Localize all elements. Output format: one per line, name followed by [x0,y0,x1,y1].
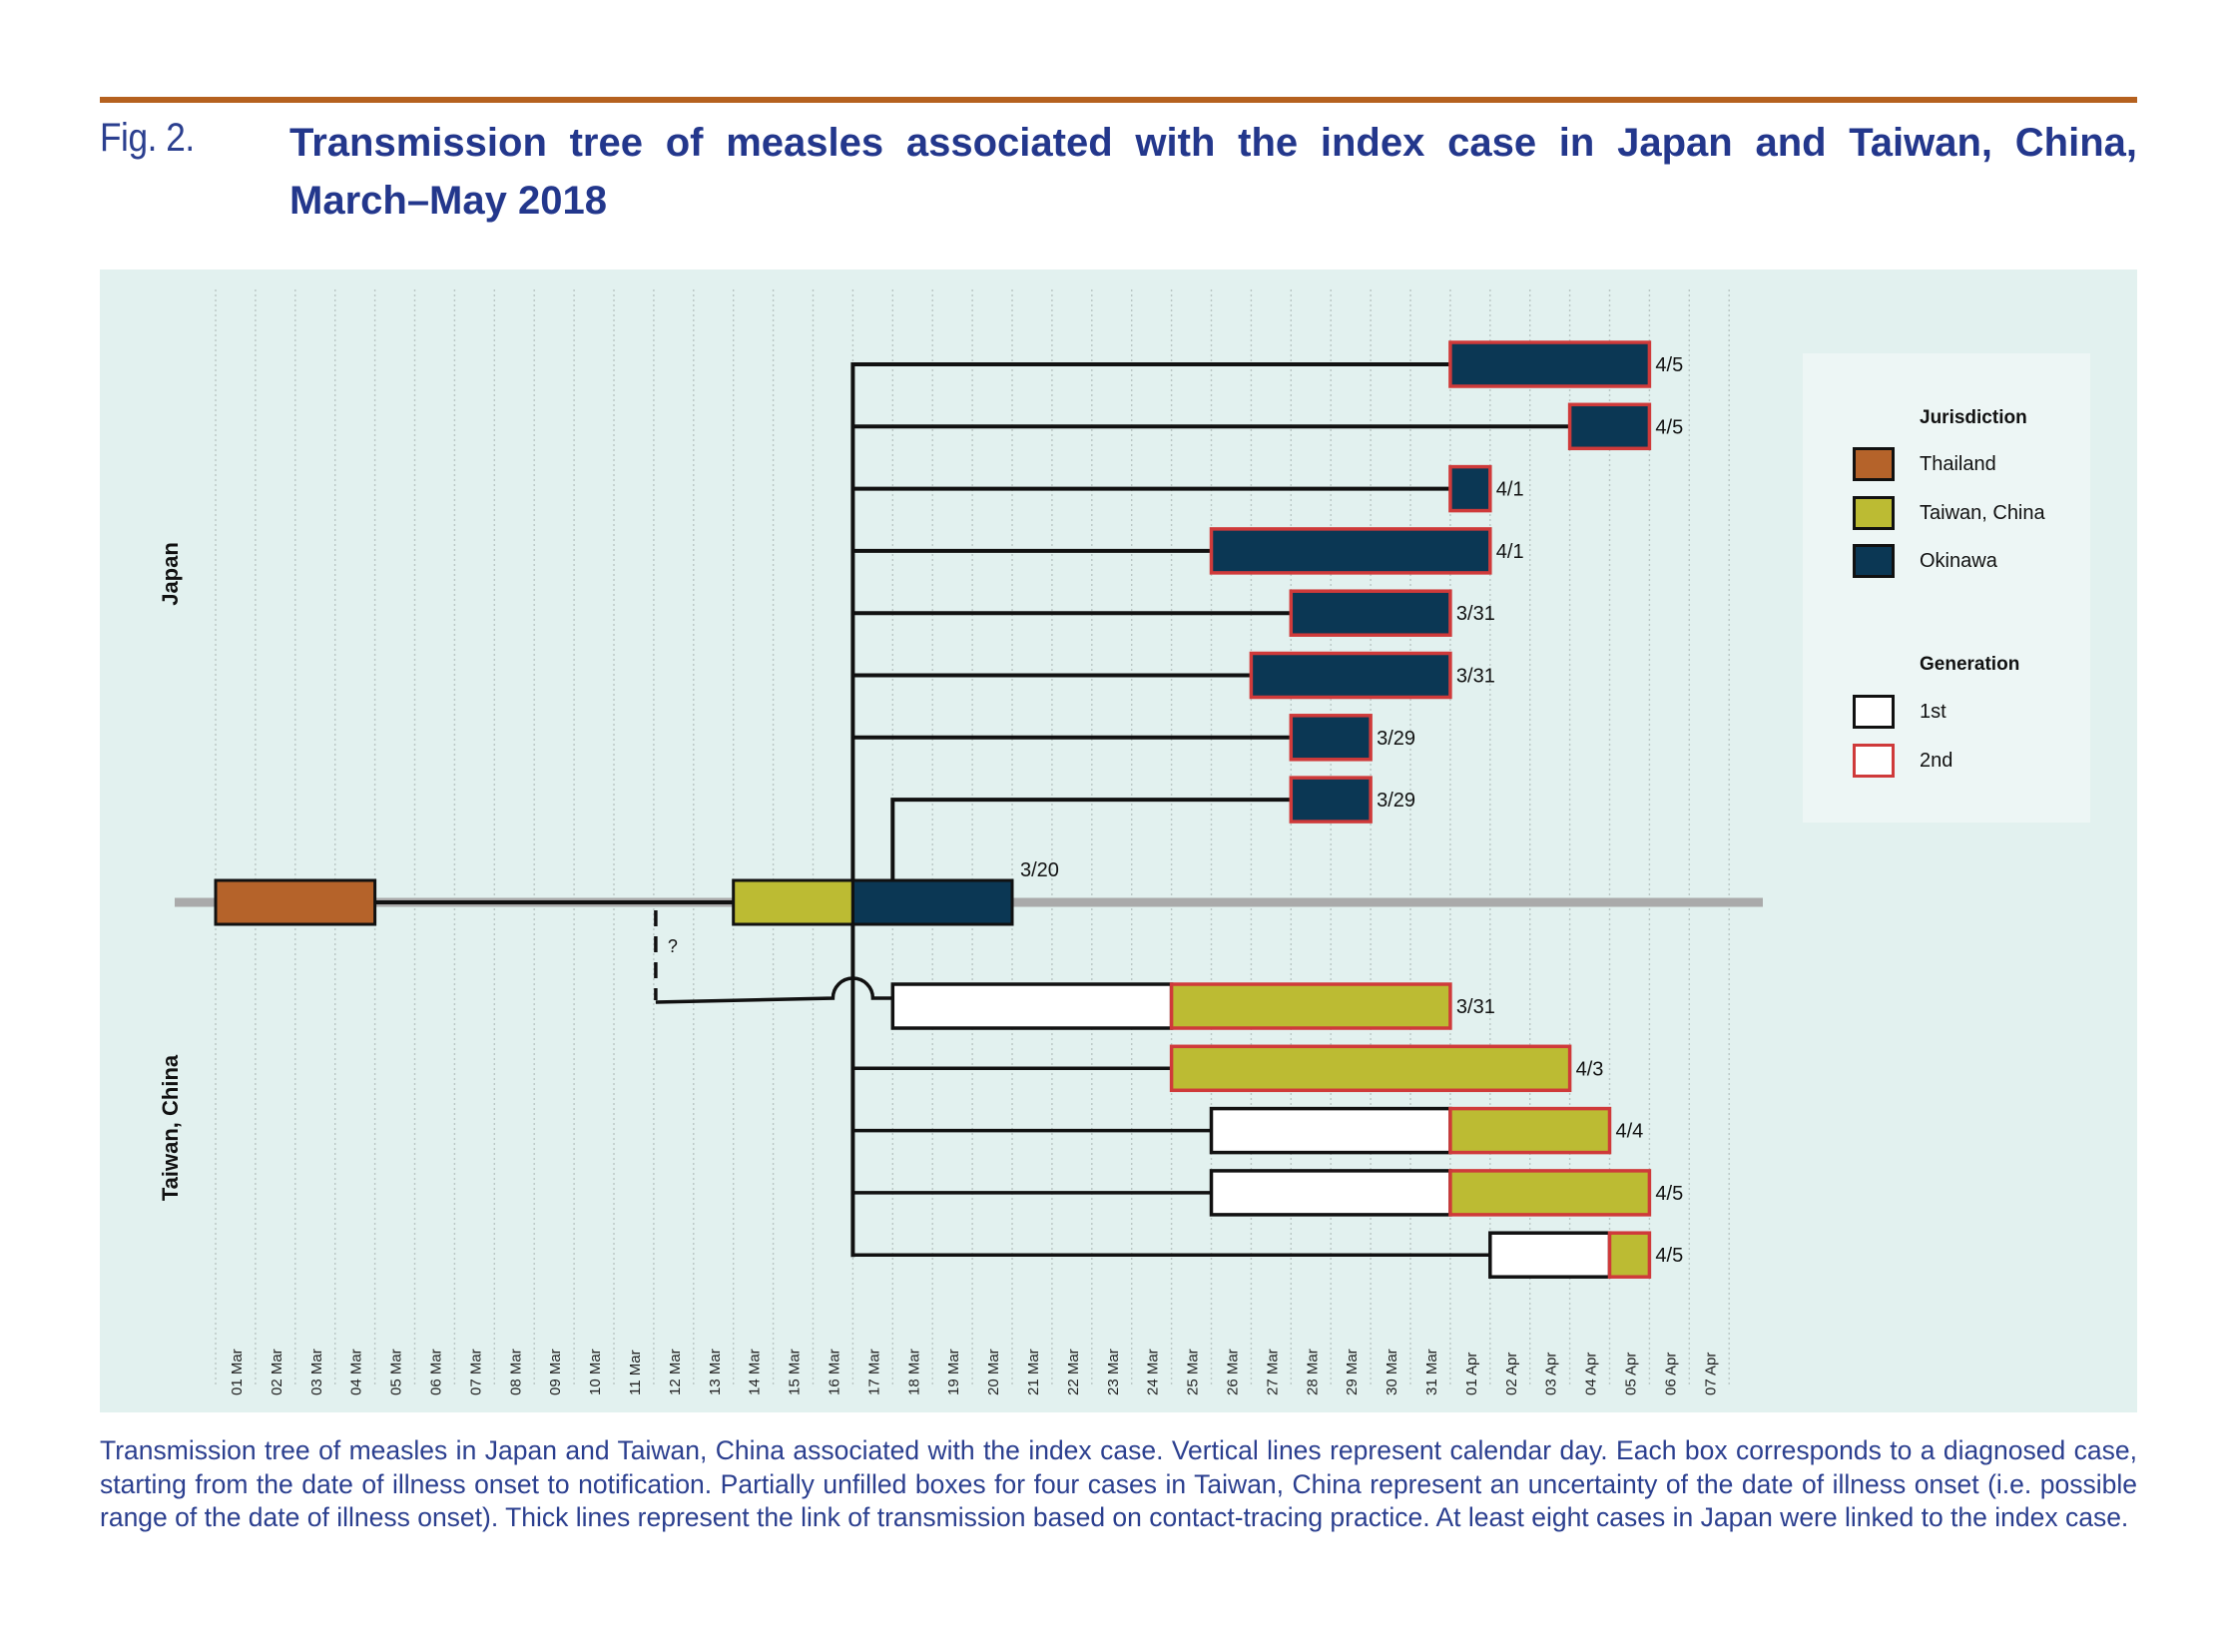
case-box-japan [1448,464,1492,513]
legend: Jurisdiction Thailand Taiwan, China Okin… [1803,353,2090,823]
x-tick-label: 30 Mar [1384,1349,1400,1395]
index-case-box-thailand [214,878,377,926]
case-box-taiwan [1169,1044,1572,1093]
case-box-taiwan [1448,1169,1652,1217]
case-notification-label: 4/3 [1576,1058,1604,1080]
index-case-box-taiwan [732,878,854,926]
legend-label-1st: 1st [1920,701,1947,723]
case-notification-label: 4/4 [1616,1121,1644,1143]
uncertain-link-question-mark: ? [668,936,678,956]
legend-swatch-taiwan [1853,496,1895,530]
x-tick-label: 31 Mar [1423,1349,1440,1395]
chart-panel: 01 Mar 02 Mar 03 Mar 04 Mar 05 Mar 06 Mar 07 M… [100,270,2137,1412]
case-box-taiwan [1607,1231,1652,1279]
figure-number: Fig. 2. [100,116,195,160]
x-tick-label: 02 Mar [269,1349,285,1395]
case-notification-label: 3/29 [1377,790,1415,812]
x-tick-label: 15 Mar [787,1349,804,1395]
transmission-link [890,798,1292,880]
x-tick-label: 24 Mar [1145,1349,1162,1395]
case-notification-label: 3/29 [1377,728,1415,750]
x-tick-label: 06 Mar [427,1349,444,1395]
x-tick-label: 07 Apr [1702,1353,1719,1395]
case-notification-label: 3/31 [1456,666,1495,688]
case-box-japan [1289,714,1373,762]
figure-title-line-1: Transmission tree of measles associated … [289,121,2137,165]
case-box-japan [1289,776,1373,824]
x-tick-label: 01 Mar [229,1349,246,1395]
header-rule [100,97,2137,103]
x-tick-label: 20 Mar [985,1349,1002,1395]
case-box-japan [1567,402,1652,451]
x-tick-label: 14 Mar [747,1349,764,1395]
x-tick-label: 13 Mar [707,1349,724,1395]
x-tick-label: 04 Mar [348,1349,365,1395]
legend-swatch-okinawa [1853,544,1895,578]
case-box-uncertain-onset [890,982,1174,1030]
x-tick-label: 05 Apr [1622,1353,1639,1395]
legend-swatch-1st-generation [1853,695,1895,729]
case-box-uncertain-onset [1209,1169,1452,1217]
figure-caption-text: Transmission tree of measles in Japan an… [100,1435,2137,1532]
case-notification-label: 4/5 [1655,1245,1683,1267]
legend-title-jurisdiction: Jurisdiction [1920,407,2027,428]
case-notification-label: 3/31 [1456,996,1495,1018]
y-label-japan: Japan [158,542,183,606]
x-tick-label: 06 Apr [1662,1353,1679,1395]
x-tick-label: 02 Apr [1503,1353,1520,1395]
legend-label-taiwan: Taiwan, China [1920,502,2045,524]
figure-title: Transmission tree of measles associated … [289,114,2137,230]
case-notification-label: 4/1 [1496,479,1524,501]
x-tick-label: 01 Apr [1463,1353,1480,1395]
legend-swatch-thailand [1853,447,1895,481]
x-tick-label: 12 Mar [667,1349,684,1395]
x-tick-label: 27 Mar [1264,1349,1281,1395]
case-notification-label: 3/31 [1456,603,1495,625]
x-tick-label: 18 Mar [905,1349,922,1395]
x-tick-label: 29 Mar [1344,1349,1361,1395]
case-box-uncertain-onset [1488,1231,1612,1279]
x-tick-label: 23 Mar [1105,1349,1122,1395]
x-tick-label: 16 Mar [826,1349,842,1395]
legend-label-okinawa: Okinawa [1920,550,1997,572]
legend-label-2nd: 2nd [1920,750,1953,772]
case-box-japan [1448,340,1652,388]
x-tick-label: 17 Mar [865,1349,882,1395]
x-tick-label: 28 Mar [1304,1349,1321,1395]
case-notification-label: 4/5 [1655,416,1683,438]
index-case-label: 3/20 [1020,859,1059,881]
case-notification-label: 4/5 [1655,354,1683,376]
x-tick-label: 10 Mar [587,1349,604,1395]
legend-swatch-2nd-generation [1853,744,1895,778]
case-box-japan [1209,527,1492,575]
transmission-tree-chart: 01 Mar 02 Mar 03 Mar 04 Mar 05 Mar 06 Mar 07 M… [158,289,1763,1395]
index-case-box-okinawa [850,878,1014,926]
case-notification-label: 4/5 [1655,1183,1683,1205]
x-tick-label: 09 Mar [547,1349,564,1395]
case-notification-label: 4/1 [1496,541,1524,563]
x-tick-label: 26 Mar [1224,1349,1241,1395]
x-tick-label: 11 Mar [627,1350,644,1395]
figure-caption: Transmission tree of measles in Japan an… [100,1434,2137,1535]
x-tick-label: 08 Mar [507,1349,524,1395]
legend-title-generation: Generation [1920,654,2020,675]
x-tick-label: 04 Apr [1583,1353,1600,1395]
x-tick-label: 03 Mar [308,1349,325,1395]
case-box-japan [1249,651,1452,700]
x-tick-label: 07 Mar [467,1349,484,1395]
x-tick-label: 21 Mar [1025,1349,1042,1395]
figure-title-line-2: March–May 2018 [289,179,607,223]
case-box-uncertain-onset [1209,1106,1452,1155]
legend-label-thailand: Thailand [1920,453,1996,475]
case-box-taiwan [1448,1106,1612,1155]
y-label-taiwan: Taiwan, China [158,1054,183,1201]
case-box-taiwan [1169,982,1452,1030]
x-tick-label: 05 Mar [388,1349,405,1395]
x-tick-label: 22 Mar [1065,1349,1082,1395]
case-box-japan [1289,589,1452,637]
x-tick-label: 25 Mar [1185,1349,1202,1395]
uncertain-link-line [655,976,893,1004]
x-tick-label: 19 Mar [945,1349,962,1395]
x-tick-label: 03 Apr [1543,1353,1560,1395]
